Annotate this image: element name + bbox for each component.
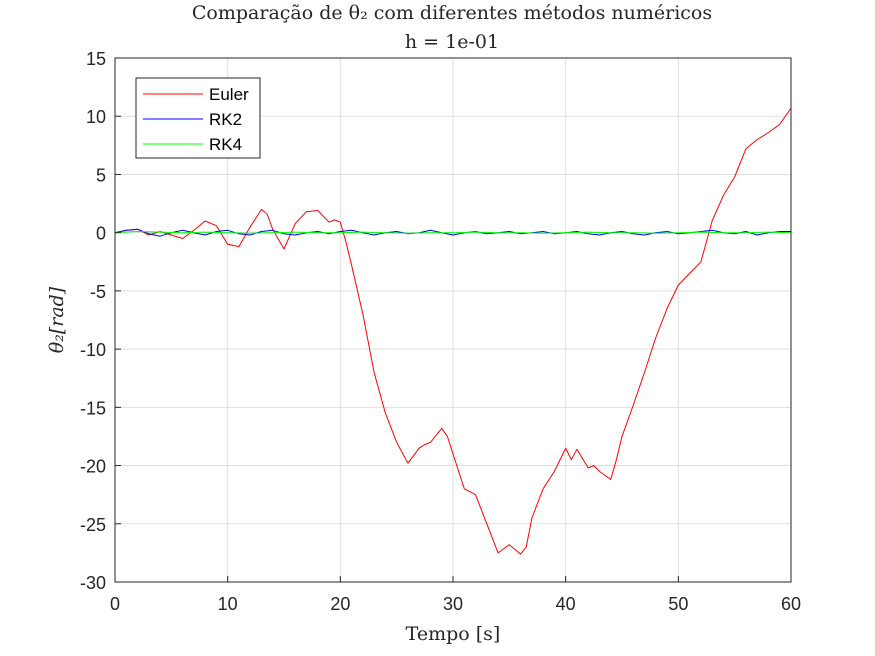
chart-title: Comparação de θ₂ com diferentes métodos … (192, 2, 712, 24)
x-tick-label: 60 (781, 594, 801, 614)
plot-lines (114, 107, 792, 555)
x-tick-label: 20 (330, 594, 350, 614)
y-axis-label: θ₂[rad] (46, 286, 68, 353)
x-tick-label: 40 (556, 594, 576, 614)
x-tick-label: 10 (218, 594, 238, 614)
series-line-rk4 (114, 231, 792, 234)
y-tick-label: -30 (80, 573, 106, 593)
y-tick-label: -20 (80, 457, 106, 477)
y-tick-label: -15 (80, 398, 106, 418)
legend: Euler RK2 RK4 (135, 77, 261, 159)
x-tick-label: 0 (110, 594, 120, 614)
y-tick-label: 5 (96, 165, 106, 185)
x-tick-label: 30 (443, 594, 463, 614)
y-tick-label: -10 (80, 340, 106, 360)
legend-label-euler: Euler (209, 85, 249, 104)
chart-subtitle: h = 1e-01 (405, 31, 499, 53)
x-tick-label: 50 (668, 594, 688, 614)
x-axis-label: Tempo [s] (406, 623, 501, 645)
legend-label-rk2: RK2 (209, 110, 242, 129)
y-axis: -30 -25 -20 -15 -10 -5 0 5 10 15 (80, 49, 121, 593)
y-tick-label: -5 (90, 282, 106, 302)
y-tick-label: 0 (96, 224, 106, 244)
series-line-rk2 (114, 228, 791, 237)
x-axis: 0 10 20 30 40 50 60 (110, 576, 801, 614)
legend-box (135, 77, 261, 159)
y-tick-label: 15 (86, 49, 106, 69)
legend-label-rk4: RK4 (209, 135, 242, 154)
y-tick-label: -25 (80, 515, 106, 535)
y-tick-label: 10 (86, 107, 106, 127)
